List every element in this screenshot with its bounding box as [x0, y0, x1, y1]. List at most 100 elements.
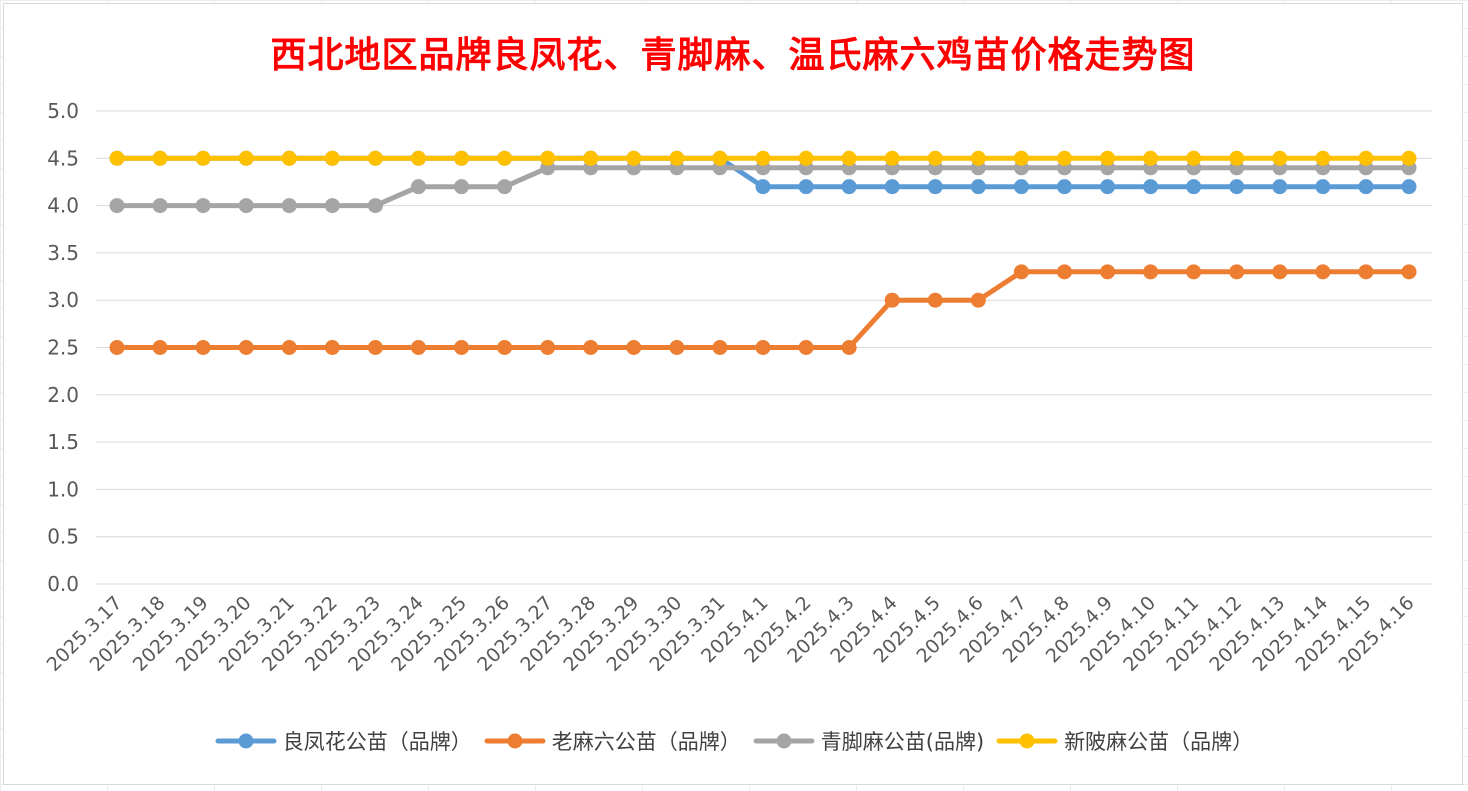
data-point-series-1 [1100, 264, 1116, 280]
data-point-series-3 [1013, 150, 1029, 166]
data-point-series-0 [1186, 179, 1202, 195]
data-point-series-0 [927, 179, 943, 195]
y-tick-label: 2.0 [47, 383, 79, 407]
chart-area[interactable]: 西北地区品牌良凤花、青脚麻、温氏麻六鸡苗价格走势图 [3, 3, 1463, 785]
data-point-series-0 [798, 179, 814, 195]
data-point-series-1 [324, 340, 340, 355]
data-point-series-3 [626, 150, 642, 166]
data-point-series-1 [1272, 264, 1288, 280]
data-point-series-0 [1272, 179, 1288, 195]
legend-swatch [215, 733, 277, 749]
data-point-series-1 [1056, 264, 1072, 280]
data-point-series-1 [927, 292, 943, 308]
data-point-series-1 [238, 340, 254, 355]
y-tick-label: 4.0 [47, 194, 79, 218]
legend-swatch-marker [776, 733, 792, 749]
data-point-series-3 [540, 150, 556, 166]
data-point-series-2 [324, 198, 340, 214]
legend-item-0[interactable]: 良凤花公苗（品牌） [215, 726, 472, 756]
data-point-series-0 [1315, 179, 1331, 195]
data-point-series-3 [1056, 150, 1072, 166]
data-point-series-3 [927, 150, 943, 166]
data-point-series-1 [367, 340, 383, 355]
data-point-series-1 [1315, 264, 1331, 280]
data-point-series-3 [1272, 150, 1288, 166]
data-point-series-1 [1143, 264, 1159, 280]
y-tick-label: 1.0 [47, 477, 79, 501]
data-point-series-3 [583, 150, 599, 166]
data-point-series-2 [152, 198, 168, 214]
y-tick-label: 4.5 [47, 146, 79, 170]
legend-item-1[interactable]: 老麻六公苗（品牌） [484, 726, 741, 756]
data-point-series-1 [798, 340, 814, 355]
data-point-series-3 [1186, 150, 1202, 166]
data-point-series-1 [152, 340, 168, 355]
legend-label: 良凤花公苗（品牌） [282, 730, 472, 754]
legend-swatch [484, 733, 546, 749]
data-point-series-0 [1358, 179, 1374, 195]
data-point-series-3 [884, 150, 900, 166]
data-point-series-3 [1229, 150, 1245, 166]
data-point-series-3 [454, 150, 470, 166]
data-point-series-2 [454, 179, 470, 195]
data-point-series-0 [1056, 179, 1072, 195]
data-point-series-3 [669, 150, 685, 166]
data-point-series-0 [1229, 179, 1245, 195]
data-point-series-3 [152, 150, 168, 166]
y-tick-label: 0.5 [47, 525, 79, 549]
data-point-series-1 [1358, 264, 1374, 280]
data-point-series-0 [1401, 179, 1417, 195]
data-point-series-0 [884, 179, 900, 195]
legend-swatch [753, 733, 815, 749]
data-point-series-1 [497, 340, 513, 355]
data-point-series-0 [970, 179, 986, 195]
data-point-series-3 [238, 150, 254, 166]
data-point-series-3 [712, 150, 728, 166]
legend-item-2[interactable]: 青脚麻公苗(品牌) [753, 726, 984, 756]
series-line-1 [114, 269, 1412, 350]
data-point-series-0 [1013, 179, 1029, 195]
legend-item-3[interactable]: 新陂麻公苗（品牌） [996, 726, 1253, 756]
data-point-series-3 [970, 150, 986, 166]
data-point-series-2 [238, 198, 254, 214]
data-point-series-3 [1401, 150, 1417, 166]
data-point-series-2 [195, 198, 211, 214]
data-point-series-2 [367, 198, 383, 214]
y-tick-label: 3.0 [47, 288, 79, 312]
data-point-series-0 [1100, 179, 1116, 195]
data-point-series-1 [583, 340, 599, 355]
data-point-series-1 [281, 340, 297, 355]
legend-swatch-marker [238, 733, 254, 749]
data-point-series-0 [755, 179, 771, 195]
y-tick-label: 0.0 [47, 572, 79, 596]
data-point-series-3 [1143, 150, 1159, 166]
legend-label: 新陂麻公苗（品牌） [1064, 730, 1254, 754]
data-point-series-1 [540, 340, 556, 355]
data-point-series-3 [1315, 150, 1331, 166]
data-point-series-1 [884, 292, 900, 308]
y-tick-label: 2.5 [47, 336, 79, 360]
data-point-series-0 [841, 179, 857, 195]
data-point-series-0 [1143, 179, 1159, 195]
data-point-series-3 [497, 150, 513, 166]
legend-swatch [996, 733, 1058, 749]
data-point-series-1 [626, 340, 642, 355]
data-point-series-3 [195, 150, 211, 166]
data-point-series-1 [410, 340, 426, 355]
data-point-series-1 [841, 340, 857, 355]
data-point-series-1 [1401, 264, 1417, 280]
legend-label: 老麻六公苗（品牌） [551, 730, 741, 754]
data-point-series-1 [1229, 264, 1245, 280]
data-point-series-1 [712, 340, 728, 355]
data-point-series-3 [324, 150, 340, 166]
y-tick-label: 5.0 [47, 99, 79, 123]
chart-title: 西北地区品牌良凤花、青脚麻、温氏麻六鸡苗价格走势图 [270, 34, 1196, 76]
data-point-series-3 [109, 150, 125, 166]
chart-legend[interactable]: 良凤花公苗（品牌） 老麻六公苗（品牌） 青脚麻公苗(品牌) 新陂麻公苗（品牌） [0, 726, 1468, 756]
data-point-series-2 [497, 179, 513, 195]
data-point-series-2 [109, 198, 125, 214]
y-tick-label: 1.5 [47, 430, 79, 454]
data-point-series-1 [195, 340, 211, 355]
data-point-series-1 [669, 340, 685, 355]
